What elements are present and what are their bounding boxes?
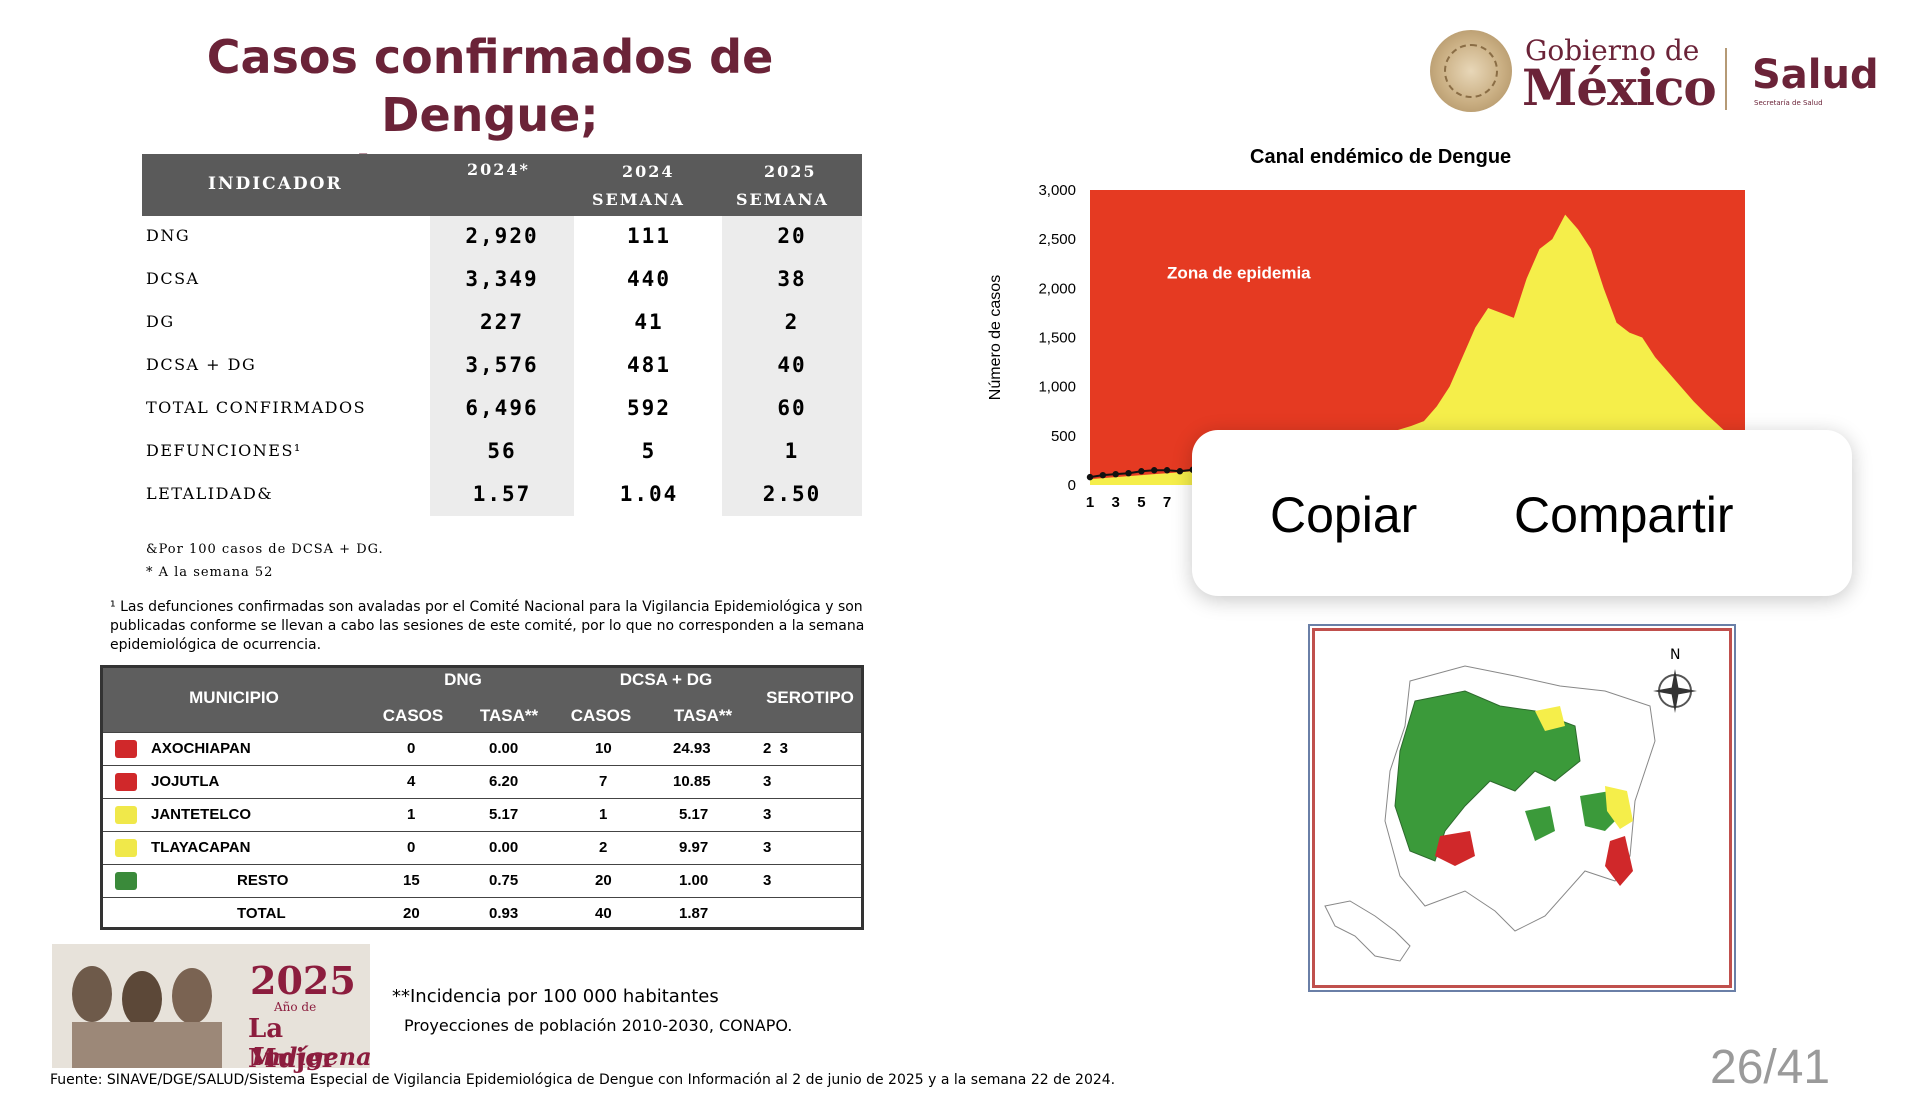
indicator-row: DEFUNCIONES¹ 56 5 1 — [146, 439, 800, 463]
data-point — [1099, 471, 1107, 479]
indicator-row: DCSA + DG 3,576 481 40 — [146, 353, 807, 377]
y-tick-label: 0 — [1068, 477, 1076, 494]
indicator-row: DCSA 3,349 440 38 — [146, 267, 807, 291]
header-dcsa-dg: DCSA + DG — [619, 670, 713, 689]
municipality-row: RESTO 15 0.75 20 1.00 3 — [103, 864, 861, 897]
map-yellow-region — [1535, 706, 1565, 731]
map-red-region — [1605, 836, 1633, 886]
header-municipio: MUNICIPIO — [189, 688, 279, 707]
y-tick-label: 1,500 — [1038, 330, 1076, 347]
map-green-region — [1394, 690, 1581, 862]
data-point — [1086, 473, 1094, 481]
x-tick-label: 7 — [1163, 494, 1171, 511]
risk-color-swatch — [115, 806, 137, 824]
logo-mexico-text: México — [1522, 58, 1717, 117]
logo-salud-subtitle: Secretaría de Salud — [1754, 99, 1823, 107]
municipality-row: AXOCHIAPAN 0 0.00 10 24.93 2 3 — [103, 732, 861, 765]
header-serotipo: SEROTIPO — [766, 688, 854, 707]
data-point — [1151, 467, 1158, 474]
risk-color-swatch — [115, 740, 137, 758]
header-dcsa-casos: CASOS — [570, 706, 632, 725]
y-axis-label: Número de casos — [987, 275, 1004, 400]
year-badge-logo: 2025 Año de La Mujer Indígena — [52, 944, 372, 1074]
municipality-row: TLAYACAPAN 0 0.00 2 9.97 3 — [103, 831, 861, 864]
y-tick-label: 1,000 — [1038, 379, 1076, 396]
map-red-region — [1435, 831, 1475, 866]
header-2025: 2025 — [764, 162, 817, 181]
projection-note: Proyecciones de población 2010-2030, CON… — [404, 1016, 793, 1035]
logo-salud-text: Salud — [1752, 52, 1879, 98]
municipality-row: JOJUTLA 4 6.20 7 10.85 3 — [103, 765, 861, 798]
incidence-note: **Incidencia por 100 000 habitantes — [392, 986, 719, 1007]
y-tick-label: 500 — [1051, 428, 1076, 445]
title-line-1: Casos confirmados de Dengue; — [206, 30, 774, 142]
mexico-inset — [1324, 900, 1411, 962]
risk-color-swatch — [115, 872, 137, 890]
map-svg: N — [1324, 647, 1697, 962]
indicator-footnotes: &Por 100 casos de DCSA + DG. * A la sema… — [146, 542, 384, 580]
morelos-risk-map: N — [1312, 628, 1732, 988]
map-yellow-region — [1605, 786, 1633, 829]
risk-color-swatch — [115, 773, 137, 791]
chart-title: Canal endémico de Dengue — [1250, 146, 1512, 168]
indigenous-women-illustration — [72, 966, 222, 1068]
map-green-region — [1525, 806, 1555, 841]
share-button[interactable]: Compartir — [1514, 487, 1734, 543]
header-2024-semana: SEMANA — [592, 190, 685, 209]
header-indicador: INDICADOR — [208, 174, 343, 194]
data-point — [1163, 467, 1171, 474]
indicator-row: DG 227 41 2 — [146, 310, 800, 334]
data-point — [1112, 470, 1119, 478]
source-note: Fuente: SINAVE/DGE/SALUD/Sistema Especia… — [50, 1072, 1116, 1088]
copy-button[interactable]: Copiar — [1270, 487, 1418, 543]
y-tick-label: 2,000 — [1038, 280, 1076, 297]
municipality-row: JANTETELCO 1 5.17 1 5.17 3 — [103, 798, 861, 831]
context-menu-popup: Copiar Compartir — [1192, 430, 1852, 596]
indicator-row: DNG 2,920 111 20 — [146, 224, 807, 248]
municipality-table: MUNICIPIO DNG DCSA + DG SEROTIPO CASOS T… — [100, 665, 864, 930]
header-2024: 2024 — [622, 162, 675, 181]
x-tick-label: 5 — [1137, 494, 1145, 511]
data-point — [1125, 470, 1132, 477]
north-label: N — [1670, 647, 1680, 663]
alert-zone-area — [1090, 214, 1745, 486]
header-2024-total: 2024* — [467, 160, 530, 179]
indicator-row: TOTAL CONFIRMADOS 6,496 592 60 — [146, 396, 807, 420]
y-tick-label: 3,000 — [1038, 182, 1076, 199]
y-tick-label: 2,500 — [1038, 231, 1076, 248]
data-point — [1176, 468, 1184, 475]
logo-gobierno-text: Gobierno de — [1525, 34, 1700, 67]
deaths-footnote: ¹ Las defunciones confirmadas son avalad… — [110, 599, 865, 653]
header-dng: DNG — [444, 670, 482, 689]
header-2025-semana: SEMANA — [736, 190, 829, 209]
municipality-table-header: MUNICIPIO DNG DCSA + DG SEROTIPO CASOS T… — [103, 668, 861, 732]
x-tick-label: 1 — [1086, 494, 1094, 511]
indicator-row: LETALIDAD& 1.57 1.04 2.50 — [142, 474, 862, 517]
header-dcsa-tasa: TASA** — [673, 706, 733, 725]
logo-divider — [1725, 48, 1727, 110]
epidemic-zone-label: Zona de epidemia — [1167, 264, 1311, 283]
mexico-seal-icon — [1430, 30, 1512, 112]
municipality-row-total: TOTAL 20 0.93 40 1.87 — [103, 897, 861, 930]
indicator-table-header — [142, 154, 862, 216]
x-tick-label: 3 — [1112, 494, 1120, 511]
header-dng-tasa: TASA** — [479, 706, 539, 725]
map-frame — [1308, 624, 1736, 992]
header-dng-casos: CASOS — [382, 706, 444, 725]
data-point — [1138, 468, 1145, 475]
page-number: 26/41 — [1710, 1041, 1831, 1094]
risk-color-swatch — [115, 839, 137, 857]
